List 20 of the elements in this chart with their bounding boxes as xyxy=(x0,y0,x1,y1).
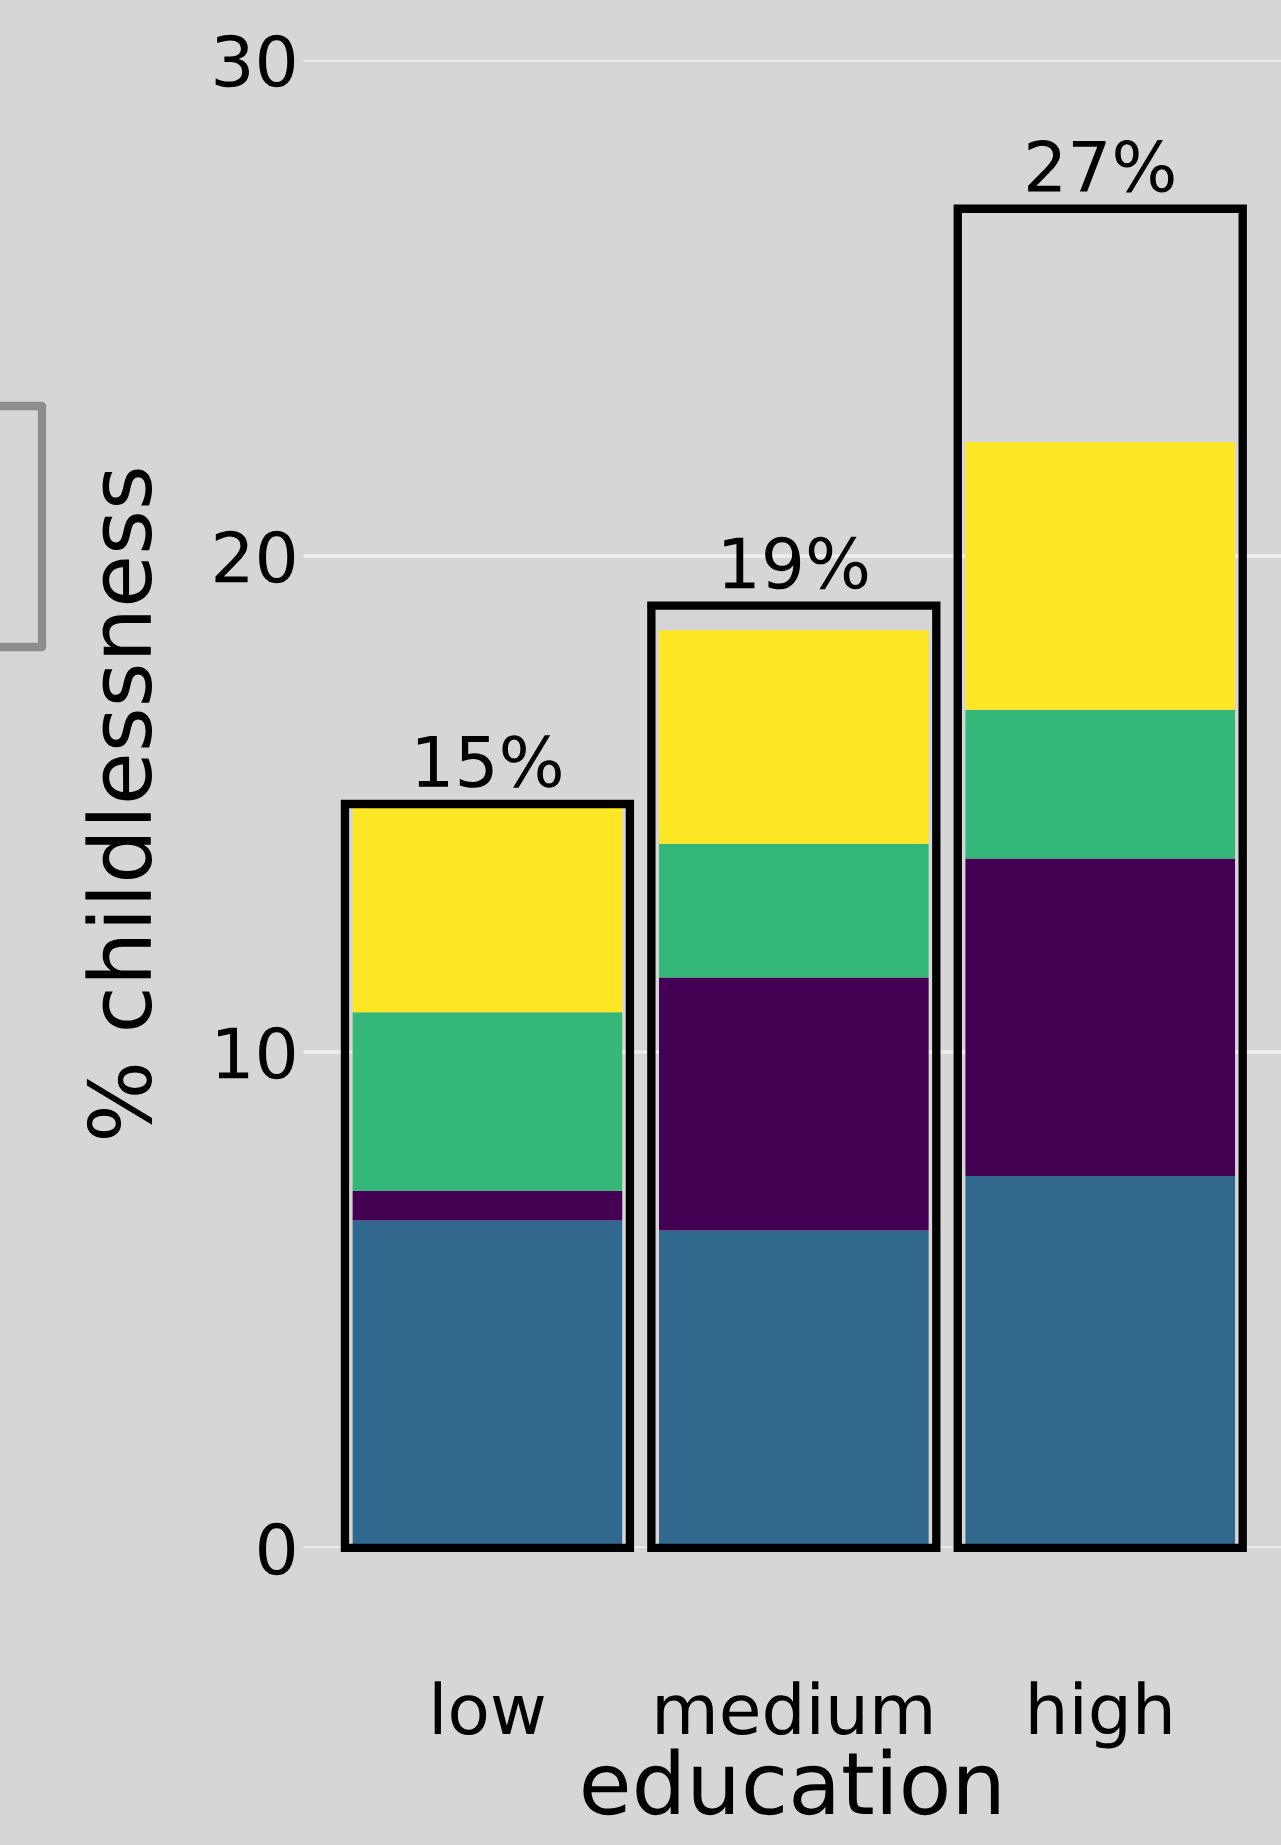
bar xyxy=(659,843,929,978)
bar xyxy=(965,709,1236,859)
x-tick-label: medium xyxy=(657,1681,931,1736)
data-label: 27% xyxy=(1028,140,1174,193)
bar xyxy=(965,441,1236,710)
y-axis-title: % childlessness xyxy=(85,469,153,1138)
bar xyxy=(352,1190,623,1221)
x-tick-label: high xyxy=(1030,1681,1171,1749)
x-axis-title: education xyxy=(583,1748,999,1816)
bar xyxy=(659,977,929,1231)
data-label: 15% xyxy=(417,735,561,788)
x-tick-label: low xyxy=(434,1681,544,1736)
bar xyxy=(659,630,929,844)
y-tick-label: 0 xyxy=(259,1522,295,1576)
y-tick-label: 20 xyxy=(215,530,295,584)
data-label: 19% xyxy=(724,536,868,590)
y-tick-label: 30 xyxy=(215,34,295,88)
bar xyxy=(965,858,1236,1176)
y-tick-label: 10 xyxy=(218,1026,295,1080)
bar xyxy=(352,1012,623,1191)
